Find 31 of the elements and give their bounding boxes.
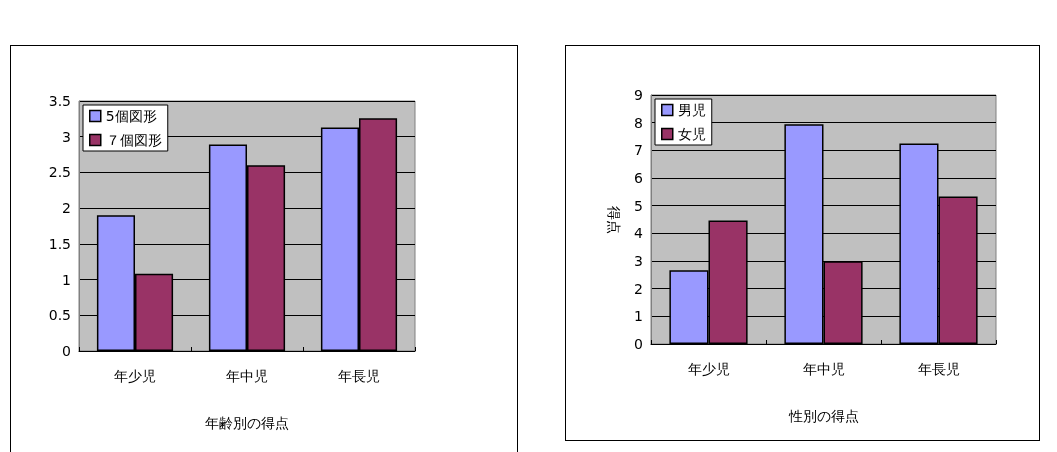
y-tick-label: 1.5 [48, 235, 71, 252]
legend-label: 5個図形 [105, 108, 157, 124]
y-tick-label: 1 [62, 271, 71, 288]
x-tick-label: 年中児 [802, 361, 845, 377]
y-tick-label: 0.5 [48, 307, 71, 324]
x-tick-label: 年長児 [338, 368, 380, 384]
y-tick-label: 9 [634, 87, 643, 103]
y-tick-label: 2 [634, 280, 643, 297]
legend-label: ７個図形 [105, 132, 162, 148]
y-tick-label: 1 [634, 308, 643, 325]
y-tick-label: 2.5 [48, 164, 71, 181]
y-tick-label: 4 [634, 225, 644, 242]
y-tick-label: 3.5 [48, 93, 71, 109]
y-tick-label: 7 [634, 142, 643, 159]
y-tick-label: 6 [634, 170, 644, 186]
y-axis-title: 得点 [606, 205, 622, 234]
y-tick-label: 0 [634, 336, 643, 352]
x-tick-label: 年長児 [917, 361, 960, 377]
y-tick-label: 3 [634, 253, 643, 269]
y-tick-label: 5 [634, 197, 643, 214]
x-tick-label: 年少児 [114, 368, 156, 384]
y-tick-label: 2 [62, 200, 71, 217]
legend-label: 男児 [677, 102, 706, 118]
y-tick-label: 3 [62, 128, 71, 145]
y-tick-label: 8 [634, 114, 643, 131]
legend-label: 女児 [677, 126, 706, 142]
x-tick-label: 年中児 [226, 368, 268, 384]
x-axis-title: 性別の得点 [787, 408, 859, 424]
x-tick-label: 年少児 [687, 361, 730, 377]
x-axis-title: 年齢別の得点 [205, 415, 289, 431]
y-tick-label: 0 [62, 343, 71, 359]
